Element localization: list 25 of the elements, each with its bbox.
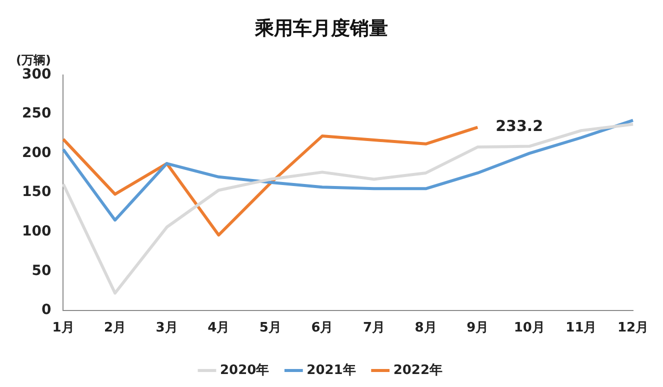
y-tick-label: 200 (22, 144, 52, 161)
x-tick-label: 6月 (311, 320, 334, 336)
y-tick-label: 0 (41, 302, 52, 318)
legend-label: 2022年 (393, 362, 443, 378)
x-tick-label: 3月 (156, 320, 178, 336)
legend-label: 2020年 (220, 362, 270, 378)
x-tick-label: 10月 (514, 320, 545, 336)
x-tick-label: 11月 (566, 320, 597, 336)
x-tick-label: 1月 (52, 320, 74, 336)
x-tick-label: 5月 (259, 320, 282, 336)
y-tick-label: 300 (22, 66, 52, 82)
y-tick-label: 250 (22, 106, 52, 122)
x-tick-label: 7月 (362, 320, 386, 336)
y-tick-label: 150 (22, 184, 52, 200)
chart-title: 乘用车月度销量 (254, 17, 388, 40)
y-tick-label: 100 (22, 224, 52, 240)
x-tick-label: 2月 (104, 320, 126, 336)
x-tick-label: 4月 (208, 320, 230, 336)
y-axis-title: (万辆) (16, 52, 51, 67)
legend-label: 2021年 (306, 362, 356, 378)
x-tick-label: 12月 (617, 320, 649, 336)
annotation: 233.2 (496, 117, 544, 136)
x-tick-label: 9月 (466, 320, 489, 336)
x-tick-label: 8月 (414, 320, 437, 336)
y-tick-label: 50 (32, 262, 52, 279)
